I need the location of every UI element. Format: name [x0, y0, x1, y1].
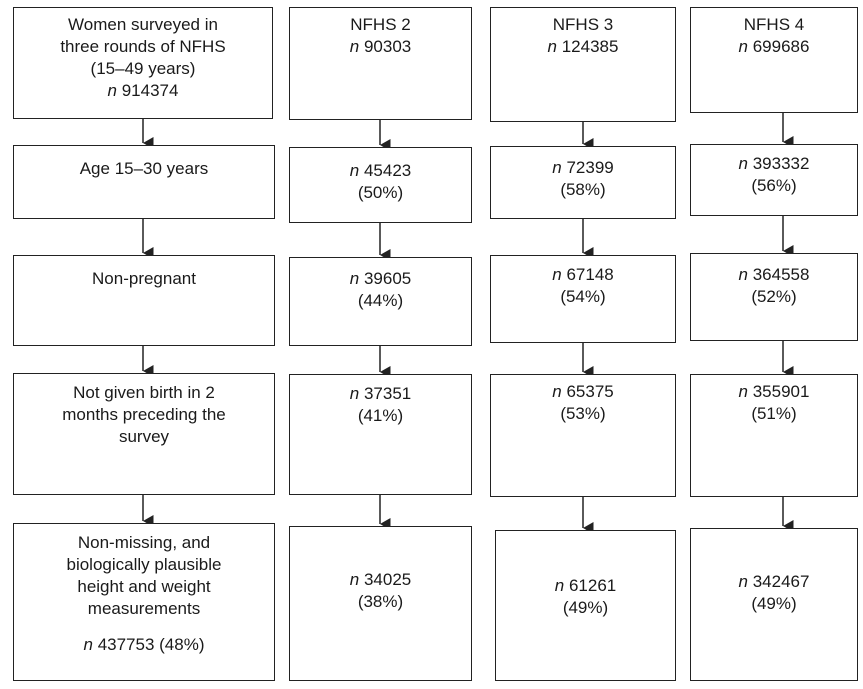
line: height and weight [77, 577, 211, 596]
line: n 65375 [491, 381, 675, 403]
box-nfhs3-header: NFHS 3 n 124385 [490, 7, 676, 122]
line: (41%) [357, 406, 404, 425]
line: n 37351 [290, 383, 471, 405]
line: n 34025 [290, 569, 471, 591]
line: Non-missing, and [77, 533, 211, 552]
n-symbol: n [349, 384, 360, 403]
box-nfhs3-age: n 72399 (58%) [490, 146, 676, 219]
box-nfhs3-nonpregnant: n 67148 (54%) [490, 255, 676, 343]
line: measurements [87, 599, 201, 618]
line: (15–49 years) [90, 59, 196, 78]
line: (49%) [562, 598, 609, 617]
n-symbol: n [738, 37, 748, 56]
line: biologically plausible [66, 555, 222, 574]
line: n 393332 [691, 153, 857, 175]
line: NFHS 4 [743, 15, 805, 34]
n-symbol: n [83, 635, 93, 654]
n-symbol: n [738, 265, 748, 284]
n-value: 72399 [561, 158, 614, 177]
line: (38%) [357, 592, 404, 611]
n-symbol: n [552, 158, 562, 177]
box-overall-surveyed: Women surveyed in three rounds of NFHS (… [13, 7, 273, 119]
line: survey [118, 427, 170, 446]
box-nfhs3-notgivenbirth: n 65375 (53%) [490, 374, 676, 497]
n-value: 34025 [359, 570, 412, 589]
box-overall-nonpregnant: Non-pregnant [13, 255, 275, 346]
line: three rounds of NFHS [60, 37, 226, 56]
box-nfhs4-nonpregnant: n 364558 (52%) [690, 253, 858, 341]
box-nfhs4-age: n 393332 (56%) [690, 144, 858, 216]
line: n 45423 [290, 160, 471, 182]
line: n 39605 [290, 268, 471, 290]
line: NFHS 3 [552, 15, 614, 34]
line: (44%) [357, 291, 404, 310]
n-value: 914374 [117, 81, 179, 100]
line: (50%) [357, 183, 404, 202]
n-value: 39605 [359, 269, 412, 288]
line: n 342467 [691, 571, 857, 593]
box-overall-age: Age 15–30 years [13, 145, 275, 219]
line: n 72399 [491, 157, 675, 179]
box-nfhs3-plausible: n 61261 (49%) [495, 530, 676, 681]
n-symbol: n [552, 382, 562, 401]
n-symbol: n [738, 154, 748, 173]
n-value: 699686 [748, 37, 810, 56]
line: n 914374 [14, 80, 272, 102]
n-value: 342467 [748, 572, 810, 591]
line: NFHS 2 [350, 15, 411, 34]
line: (52%) [751, 287, 797, 306]
line: n 364558 [691, 264, 857, 286]
n-symbol: n [107, 81, 117, 100]
n-value: 124385 [557, 37, 619, 56]
box-nfhs2-nonpregnant: n 39605 (44%) [289, 257, 472, 346]
n-value: 393332 [748, 154, 810, 173]
n-value: 355901 [748, 382, 810, 401]
box-nfhs4-plausible: n 342467 (49%) [690, 528, 858, 681]
box-nfhs2-plausible: n 34025 (38%) [289, 526, 472, 681]
line: n 699686 [691, 36, 857, 58]
n-symbol: n [349, 570, 360, 589]
n-symbol: n [349, 269, 360, 288]
n-symbol: n [738, 572, 748, 591]
n-symbol: n [552, 265, 562, 284]
line: (49%) [751, 594, 797, 613]
line: Age 15–30 years [79, 159, 209, 178]
box-nfhs2-notgivenbirth: n 37351 (41%) [289, 374, 472, 495]
n-value: 364558 [748, 265, 810, 284]
n-symbol: n [554, 576, 565, 595]
line: (53%) [560, 404, 606, 423]
line: n 437753 (48%) [14, 634, 274, 656]
box-overall-notgivenbirth: Not given birth in 2 months preceding th… [13, 373, 275, 495]
n-symbol: n [349, 37, 360, 56]
box-nfhs4-header: NFHS 4 n 699686 [690, 7, 858, 113]
n-symbol: n [547, 37, 557, 56]
line: n 61261 [496, 575, 675, 597]
line: n 67148 [491, 264, 675, 286]
box-nfhs4-notgivenbirth: n 355901 (51%) [690, 374, 858, 497]
line: (56%) [751, 176, 797, 195]
n-value: 437753 (48%) [92, 635, 205, 654]
box-nfhs2-header: NFHS 2 n 90303 [289, 7, 472, 120]
n-value: 37351 [359, 384, 412, 403]
box-nfhs2-age: n 45423 (50%) [289, 147, 472, 223]
line: (51%) [751, 404, 797, 423]
line: (54%) [560, 287, 606, 306]
n-symbol: n [349, 161, 360, 180]
line: Not given birth in 2 [73, 383, 215, 402]
line: Women surveyed in [68, 15, 218, 34]
n-symbol: n [738, 382, 748, 401]
n-value: 67148 [561, 265, 614, 284]
box-overall-plausible: Non-missing, and biologically plausible … [13, 523, 275, 681]
line: months preceding the [62, 405, 226, 424]
line: Non-pregnant [92, 269, 196, 288]
n-value: 61261 [564, 576, 617, 595]
n-value: 65375 [561, 382, 614, 401]
n-value: 45423 [359, 161, 412, 180]
line: n 90303 [290, 36, 471, 58]
line: (58%) [560, 180, 606, 199]
line: n 124385 [491, 36, 675, 58]
line: n 355901 [691, 381, 857, 403]
n-value: 90303 [359, 37, 412, 56]
